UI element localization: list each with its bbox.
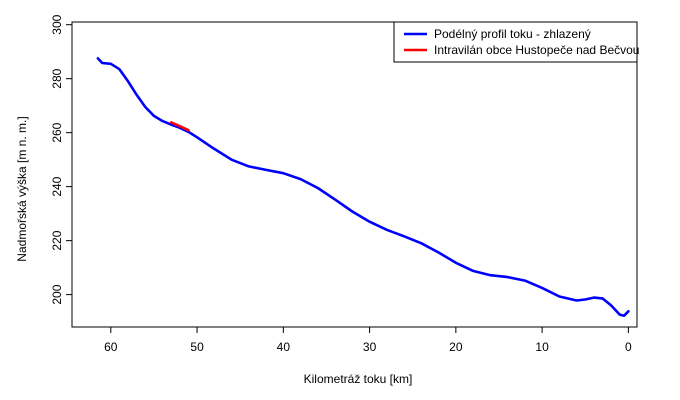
series-line-profile [96, 57, 630, 318]
y-tick-label: 260 [50, 122, 64, 142]
x-tick-label: 60 [104, 340, 118, 354]
y-tick-label: 200 [50, 284, 64, 304]
series-line-intravilan [169, 121, 190, 132]
x-axis-label: Kilometráž toku [km] [304, 372, 413, 386]
y-axis-label: Nadmořská výška [m n. m.] [15, 116, 29, 261]
x-tick-label: 30 [363, 340, 377, 354]
x-tick-label: 0 [625, 340, 632, 354]
legend: Podélný profil toku - zhlazený Intravilán… [393, 21, 639, 63]
x-tick-label: 40 [277, 340, 291, 354]
x-tick-label: 20 [449, 340, 463, 354]
x-axis: 60 50 40 30 20 10 0 [104, 327, 632, 354]
y-tick-label: 280 [50, 68, 64, 88]
legend-box [393, 21, 638, 63]
legend-label: Podélný profil toku - zhlazený [434, 27, 591, 41]
y-axis: 200 220 240 260 280 300 [50, 14, 72, 305]
series-layer [96, 57, 630, 318]
y-tick-label: 220 [50, 230, 64, 250]
plot-frame [71, 21, 638, 328]
x-tick-label: 10 [535, 340, 549, 354]
legend-label: Intravilán obce Hustopeče nad Bečvou [434, 43, 639, 57]
y-tick-label: 240 [50, 176, 64, 196]
x-tick-label: 50 [190, 340, 204, 354]
y-tick-label: 300 [50, 14, 64, 34]
